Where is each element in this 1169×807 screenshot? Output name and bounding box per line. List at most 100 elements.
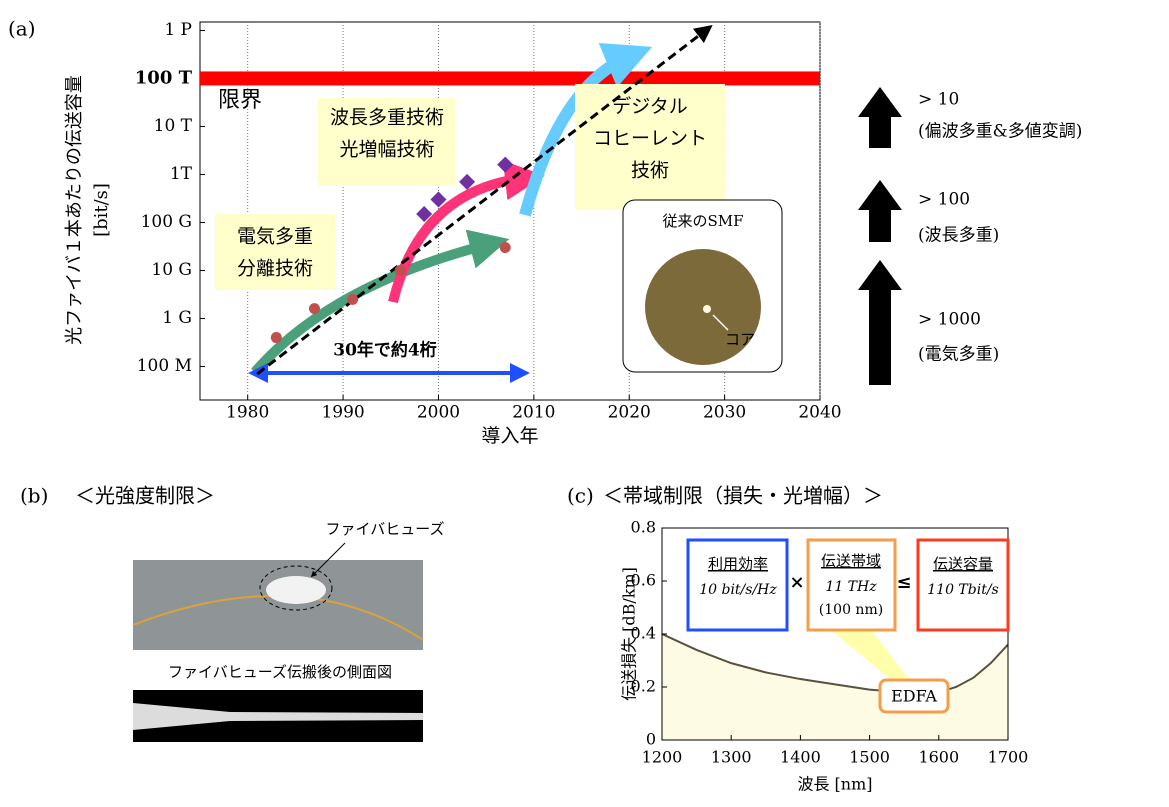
y-tick-label: 1 P xyxy=(164,20,192,40)
glow xyxy=(266,576,326,604)
annotation: 30年で約4桁 xyxy=(333,340,437,361)
factor-label: > 1000 xyxy=(918,310,981,330)
limit-line xyxy=(200,71,820,86)
box-text: EDFA xyxy=(891,687,937,706)
box-text: (100 nm) xyxy=(819,602,883,618)
y-tick-label: 0.8 xyxy=(631,518,656,537)
annotation: 波長多重技術 xyxy=(330,107,444,129)
pointer xyxy=(712,314,729,331)
callout-ring xyxy=(259,565,333,611)
y-tick-label: 100 M xyxy=(137,356,192,376)
x-tick-label: 1300 xyxy=(711,748,752,767)
x-axis-title: 導入年 xyxy=(481,425,538,447)
x-tick-label: 2010 xyxy=(512,403,555,423)
arrow xyxy=(858,87,902,148)
annotation: 分離技術 xyxy=(237,258,313,280)
point xyxy=(416,205,433,222)
panel-c-boxes xyxy=(686,538,1010,714)
y-tick-label: 10 T xyxy=(154,116,193,136)
box-text: 伝送帯域 xyxy=(821,552,881,570)
point xyxy=(497,156,514,173)
annotation: 光増幅技術 xyxy=(339,139,434,161)
annotation: デジタル xyxy=(612,96,688,118)
factor-label: (電気多重) xyxy=(918,345,999,365)
y-axis-title: 伝送損失 [dB/km] xyxy=(620,567,639,701)
point xyxy=(308,303,320,315)
panel-title: ＜光強度制限＞ xyxy=(75,484,215,508)
arrow xyxy=(388,160,545,304)
chart-title: ＜帯域制限（損失・光増幅）＞ xyxy=(603,484,883,508)
arrow xyxy=(858,260,902,385)
annotation: コア xyxy=(725,331,755,349)
point xyxy=(394,264,406,276)
x-tick-label: 1980 xyxy=(226,403,269,423)
arrow xyxy=(858,180,902,242)
x-tick-label: 2020 xyxy=(608,403,651,423)
pointer xyxy=(310,542,346,578)
factor-label: (偏波多重&多値変調) xyxy=(918,122,1082,142)
annotation: 電気多重 xyxy=(237,226,313,248)
caption: ファイバヒューズ伝搬後の側面図 xyxy=(168,663,392,681)
panel-label: (c) xyxy=(567,484,594,508)
glow xyxy=(133,703,423,730)
x-tick-label: 1700 xyxy=(988,748,1029,767)
annotation: 技術 xyxy=(631,160,669,182)
y-tick-label: 10 G xyxy=(151,260,192,280)
box xyxy=(916,538,1010,632)
line xyxy=(661,633,1009,694)
trend-line xyxy=(256,24,713,376)
x-tick-label: 1400 xyxy=(780,748,821,767)
box-text: 利用効率 xyxy=(708,555,768,573)
box-text: 11 THz xyxy=(825,579,877,595)
panel-b-photos xyxy=(132,542,424,742)
y-axis-title: [bit/s] xyxy=(91,183,112,237)
y-tick-label: 100 T xyxy=(135,67,193,88)
box-text: 10 bit/s/Hz xyxy=(699,582,777,598)
callout xyxy=(832,631,912,683)
box xyxy=(878,678,950,714)
annotation: コヒーレント xyxy=(593,128,707,150)
fiber-photo xyxy=(645,249,761,365)
x-tick-label: 1600 xyxy=(918,748,959,767)
y-tick-label: 0.6 xyxy=(631,571,656,590)
box-text: 伝送容量 xyxy=(933,555,993,573)
point xyxy=(459,173,476,190)
box-text: 110 Tbit/s xyxy=(927,582,998,598)
box xyxy=(575,84,725,210)
point xyxy=(347,293,359,305)
factor-label: > 100 xyxy=(918,190,970,210)
x-tick-label: 1200 xyxy=(642,748,683,767)
x-tick-label: 2000 xyxy=(417,403,460,423)
x-tick-label: 2030 xyxy=(703,403,746,423)
box xyxy=(686,538,789,632)
box-text: × xyxy=(789,572,804,593)
core xyxy=(703,305,711,313)
factor-arrows xyxy=(858,87,902,385)
x-axis-title: 波長 [nm] xyxy=(797,775,872,794)
arrow xyxy=(519,43,653,217)
x-tick-label: 1990 xyxy=(321,403,364,423)
annotation: 従来のSMF xyxy=(662,212,743,230)
y-tick-label: 0.2 xyxy=(631,677,656,696)
box-text: ≤ xyxy=(896,572,911,593)
callout-text: ファイバヒューズ xyxy=(326,520,445,538)
factor-label: (波長多重) xyxy=(918,226,999,246)
limit-label: 限界 xyxy=(218,88,262,113)
factor-label: > 10 xyxy=(918,90,959,110)
x-tick-label: 1500 xyxy=(849,748,890,767)
y-tick-label: 100 G xyxy=(141,212,192,232)
y-tick-label: 1 G xyxy=(162,308,192,328)
panel-label: (a) xyxy=(8,17,36,41)
annotation-boxes xyxy=(215,84,783,373)
box xyxy=(318,98,455,186)
box xyxy=(215,214,335,290)
y-tick-label: 0.4 xyxy=(631,624,656,643)
point xyxy=(430,191,447,208)
point xyxy=(270,332,282,344)
y-tick-label: 1T xyxy=(170,164,193,184)
point xyxy=(499,242,511,254)
panel-label: (b) xyxy=(20,484,48,508)
y-tick-label: 0 xyxy=(646,730,656,749)
photo xyxy=(133,560,423,650)
